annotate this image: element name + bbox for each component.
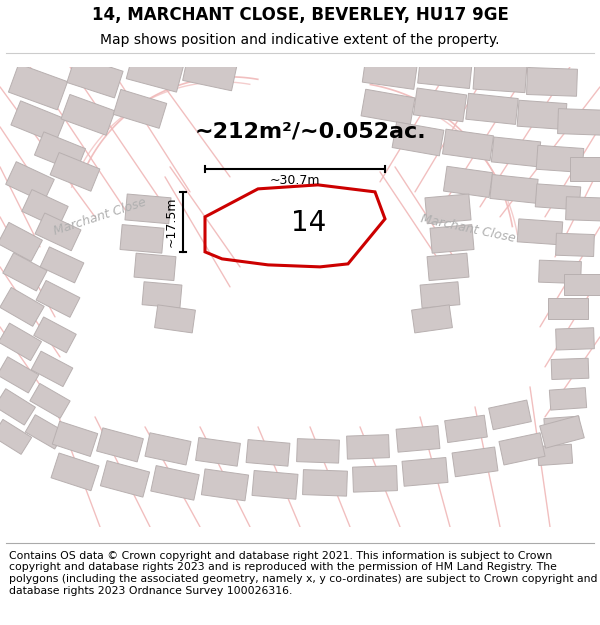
Polygon shape	[113, 89, 167, 128]
Polygon shape	[246, 439, 290, 466]
Polygon shape	[557, 109, 600, 135]
Polygon shape	[0, 389, 35, 425]
Polygon shape	[151, 466, 199, 500]
Polygon shape	[490, 174, 538, 203]
Polygon shape	[413, 88, 467, 122]
Polygon shape	[412, 305, 452, 333]
Polygon shape	[34, 132, 86, 172]
Polygon shape	[202, 469, 248, 501]
Polygon shape	[452, 447, 498, 477]
Polygon shape	[97, 428, 143, 462]
Polygon shape	[347, 434, 389, 459]
Polygon shape	[535, 184, 581, 210]
Polygon shape	[36, 281, 80, 318]
Polygon shape	[402, 458, 448, 486]
Polygon shape	[52, 421, 98, 456]
Polygon shape	[8, 64, 68, 110]
Polygon shape	[0, 323, 41, 361]
Polygon shape	[362, 54, 418, 89]
Polygon shape	[551, 358, 589, 379]
Polygon shape	[499, 432, 545, 465]
Polygon shape	[540, 416, 584, 448]
Polygon shape	[430, 224, 474, 253]
Polygon shape	[491, 137, 541, 167]
Polygon shape	[548, 298, 588, 319]
Text: Marchant Close: Marchant Close	[419, 213, 517, 245]
Polygon shape	[566, 197, 600, 221]
Polygon shape	[40, 247, 84, 283]
Polygon shape	[396, 426, 440, 452]
Text: 14: 14	[291, 209, 326, 237]
Polygon shape	[538, 444, 572, 466]
Polygon shape	[120, 224, 164, 253]
Polygon shape	[3, 253, 47, 291]
Polygon shape	[30, 384, 70, 418]
Text: Map shows position and indicative extent of the property.: Map shows position and indicative extent…	[100, 33, 500, 47]
Polygon shape	[517, 100, 567, 129]
Polygon shape	[61, 94, 115, 135]
Text: ~212m²/~0.052ac.: ~212m²/~0.052ac.	[194, 122, 426, 142]
Polygon shape	[442, 129, 494, 161]
Polygon shape	[0, 419, 32, 454]
Polygon shape	[556, 328, 595, 350]
Polygon shape	[353, 466, 397, 492]
Polygon shape	[196, 438, 241, 466]
Polygon shape	[145, 432, 191, 465]
Polygon shape	[443, 166, 493, 198]
Text: 14, MARCHANT CLOSE, BEVERLEY, HU17 9GE: 14, MARCHANT CLOSE, BEVERLEY, HU17 9GE	[92, 6, 508, 24]
Polygon shape	[50, 152, 100, 191]
Polygon shape	[125, 194, 171, 224]
Polygon shape	[564, 274, 600, 296]
Polygon shape	[11, 101, 65, 143]
Polygon shape	[31, 351, 73, 387]
Polygon shape	[556, 233, 595, 256]
Polygon shape	[392, 122, 444, 156]
Polygon shape	[155, 305, 196, 333]
Polygon shape	[0, 357, 39, 393]
Polygon shape	[134, 253, 176, 281]
Text: Contains OS data © Crown copyright and database right 2021. This information is : Contains OS data © Crown copyright and d…	[9, 551, 598, 596]
Polygon shape	[0, 288, 44, 326]
Polygon shape	[539, 260, 581, 284]
Polygon shape	[25, 415, 65, 449]
Polygon shape	[527, 68, 577, 96]
Polygon shape	[466, 93, 518, 124]
Polygon shape	[473, 61, 527, 92]
Polygon shape	[252, 471, 298, 499]
Polygon shape	[420, 282, 460, 308]
Polygon shape	[361, 89, 415, 124]
Polygon shape	[22, 189, 68, 228]
Polygon shape	[544, 416, 580, 437]
Text: ~17.5m: ~17.5m	[164, 197, 178, 247]
Polygon shape	[296, 439, 340, 463]
Polygon shape	[488, 400, 532, 430]
Polygon shape	[100, 461, 149, 497]
Polygon shape	[182, 53, 238, 91]
Text: ~30.7m: ~30.7m	[270, 174, 320, 188]
Polygon shape	[425, 194, 471, 224]
Polygon shape	[34, 317, 76, 353]
Polygon shape	[35, 213, 81, 251]
Text: Marchant Close: Marchant Close	[52, 196, 148, 238]
Polygon shape	[570, 157, 600, 181]
Polygon shape	[445, 415, 487, 442]
Polygon shape	[302, 469, 347, 496]
Polygon shape	[550, 388, 587, 410]
Polygon shape	[142, 282, 182, 308]
Polygon shape	[0, 222, 43, 261]
Polygon shape	[5, 162, 55, 202]
Polygon shape	[427, 253, 469, 281]
Polygon shape	[418, 55, 472, 89]
Polygon shape	[51, 453, 99, 491]
Polygon shape	[67, 56, 123, 98]
Polygon shape	[536, 145, 584, 172]
Polygon shape	[517, 219, 563, 245]
Polygon shape	[126, 52, 184, 92]
